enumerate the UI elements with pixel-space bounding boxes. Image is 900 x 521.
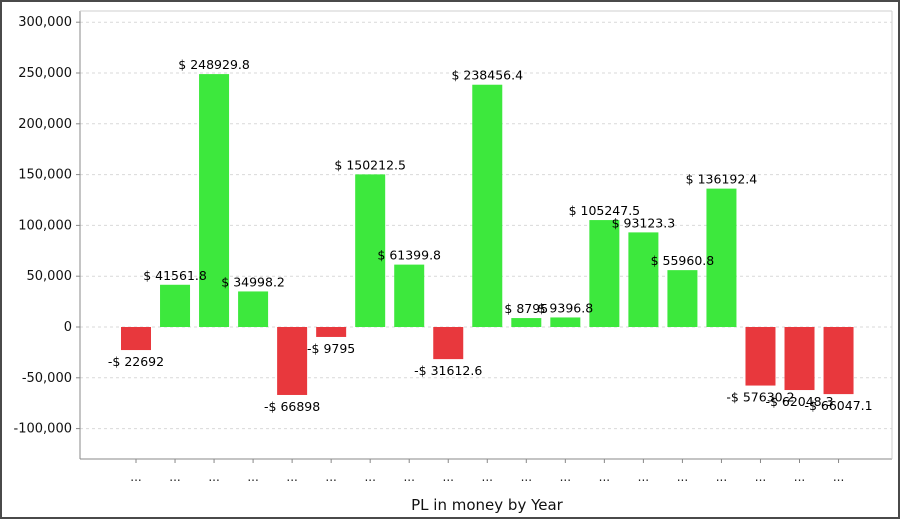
data-label: $ 55960.8	[651, 253, 715, 268]
category-label: ...	[794, 470, 805, 484]
data-label: -$ 62048.3	[765, 394, 833, 409]
axes	[76, 10, 893, 463]
y-tick-labels: 300,000 250,000 200,000 150,000 100,000 50,00…	[14, 15, 72, 436]
category-label: ...	[716, 470, 727, 484]
bar	[355, 174, 386, 327]
data-label: -$ 22692	[108, 354, 164, 369]
data-label: $ 248929.8	[178, 57, 250, 72]
category-label: ...	[325, 470, 336, 484]
y-tick-label: -50,000	[22, 371, 72, 386]
y-tick-label: -100,000	[14, 422, 72, 437]
bar	[394, 264, 425, 327]
bar	[160, 284, 191, 327]
category-label: ...	[677, 470, 688, 484]
category-label: ...	[364, 470, 375, 484]
category-label: ...	[521, 470, 532, 484]
data-label: $ 61399.8	[377, 248, 441, 263]
data-label: $ 34998.2	[221, 274, 285, 289]
data-label: $ 9396.8	[537, 300, 593, 315]
y-tick-label: 200,000	[18, 117, 72, 132]
bar	[589, 220, 620, 327]
data-label: $ 93123.3	[612, 215, 676, 230]
bar	[511, 318, 542, 327]
bar	[706, 188, 737, 327]
category-label: ...	[833, 470, 844, 484]
data-label: $ 238456.4	[451, 68, 523, 83]
y-tick-label: 50,000	[27, 269, 73, 284]
bar	[784, 327, 815, 391]
data-labels: -$ 22692 $ 41561.8 $ 248929.8 $ 34998.2 -$ 6…	[108, 57, 873, 414]
y-tick-label: 0	[64, 320, 72, 335]
y-tick-label: 250,000	[18, 66, 72, 81]
category-label: ...	[208, 470, 219, 484]
category-label: ...	[286, 470, 297, 484]
y-tick-label: 300,000	[18, 15, 72, 30]
bar	[121, 327, 151, 351]
bars	[121, 74, 854, 395]
category-label: ...	[755, 470, 766, 484]
data-label: -$ 66047.1	[804, 398, 872, 413]
bar	[316, 327, 347, 337]
y-tick-label: 150,000	[18, 168, 72, 183]
data-label: -$ 66898	[264, 399, 320, 414]
x-axis-title: PL in money by Year	[411, 496, 564, 514]
category-label: ...	[403, 470, 414, 484]
category-labels: ........................................…	[130, 470, 844, 484]
bar	[550, 317, 581, 327]
category-label: ...	[443, 470, 454, 484]
data-label: -$ 9795	[307, 341, 355, 356]
category-label: ...	[247, 470, 258, 484]
bar	[745, 327, 776, 386]
data-label: $ 136192.4	[686, 172, 758, 187]
data-label: $ 41561.8	[143, 268, 207, 283]
category-label: ...	[169, 470, 180, 484]
data-label: $ 150212.5	[334, 157, 406, 172]
y-tick-label: 100,000	[18, 218, 72, 233]
data-label: -$ 31612.6	[414, 363, 482, 378]
bar	[472, 84, 503, 327]
category-label: ...	[638, 470, 649, 484]
bar	[199, 74, 230, 327]
category-label: ...	[560, 470, 571, 484]
bar	[433, 327, 464, 360]
bar	[277, 327, 308, 395]
data-label: -$ 57630.2	[726, 390, 794, 405]
category-label: ...	[482, 470, 493, 484]
category-label: ...	[130, 470, 141, 484]
bar	[823, 327, 854, 395]
bar	[238, 291, 269, 327]
data-label: $ 105247.5	[569, 203, 641, 218]
category-label: ...	[599, 470, 610, 484]
bar	[667, 270, 698, 327]
data-label: $ 8795	[504, 301, 548, 316]
bar	[628, 232, 659, 327]
